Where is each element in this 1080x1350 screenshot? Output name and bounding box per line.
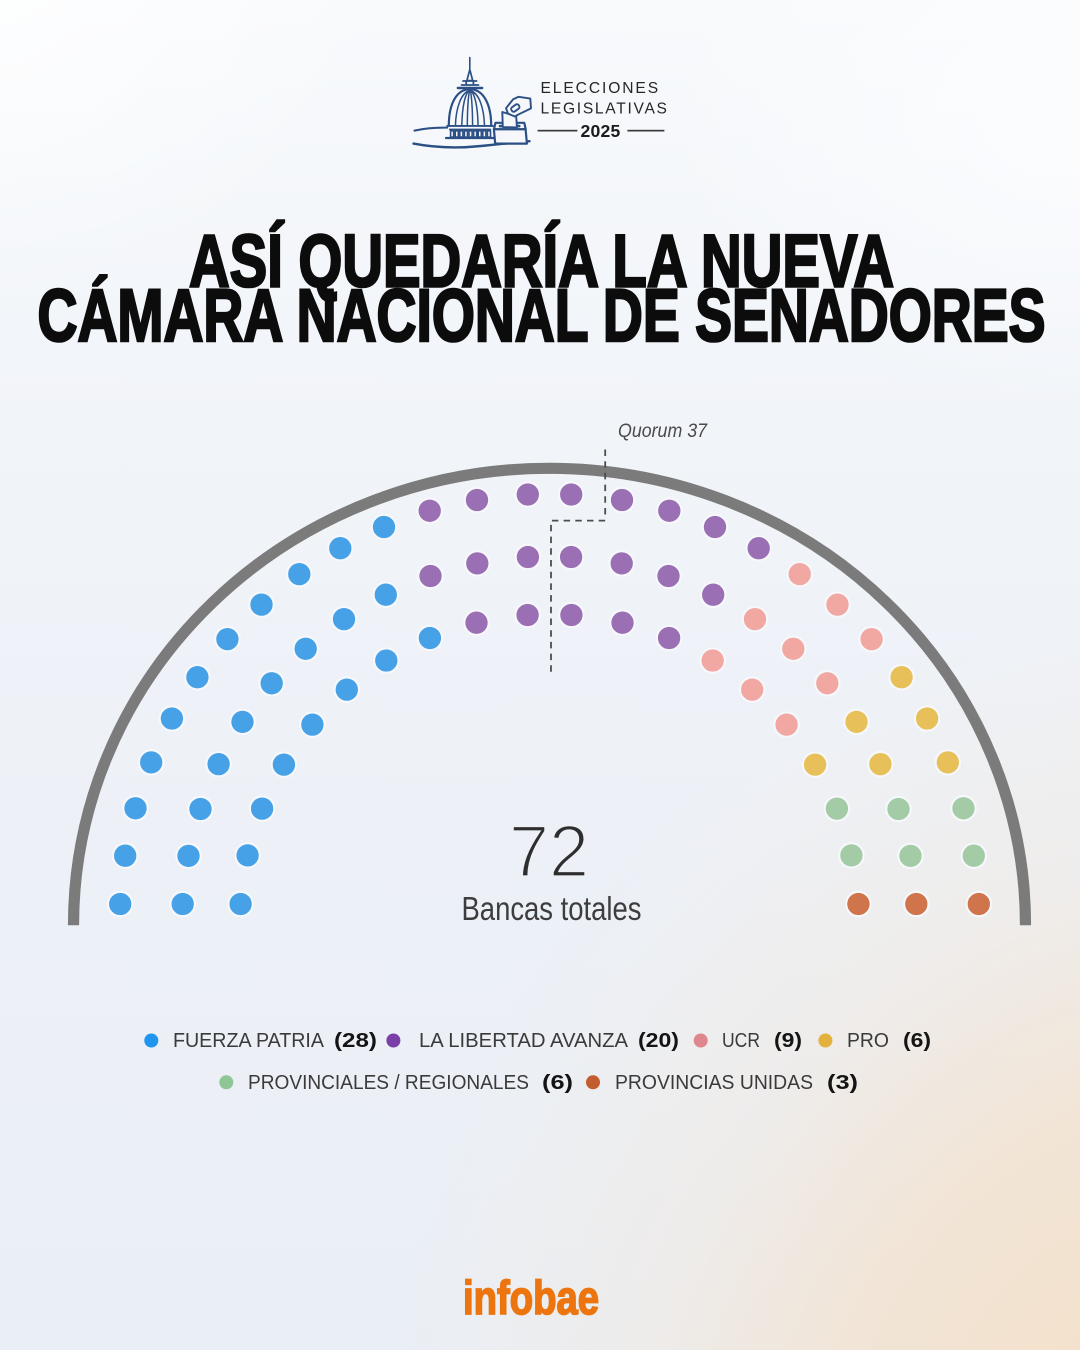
svg-text:(9): (9) [774,1030,802,1052]
svg-text:UCR: UCR [722,1030,760,1052]
svg-text:ASÍ QUEDARÍA LA NUEVA: ASÍ QUEDARÍA LA NUEVA [189,220,894,303]
svg-text:(28): (28) [334,1030,377,1052]
svg-text:Quorum 37: Quorum 37 [618,420,708,442]
svg-text:(3): (3) [827,1072,858,1094]
svg-text:FUERZA PATRIA: FUERZA PATRIA [173,1030,325,1052]
svg-text:(20): (20) [638,1030,679,1052]
svg-text:PROVINCIALES / REGIONALES: PROVINCIALES / REGIONALES [248,1072,529,1094]
svg-text:LEGISLATIVAS: LEGISLATIVAS [541,101,669,118]
svg-text:LA LIBERTAD AVANZA: LA LIBERTAD AVANZA [419,1030,629,1052]
svg-text:PRO: PRO [847,1030,889,1052]
svg-text:PROVINCIAS UNIDAS: PROVINCIAS UNIDAS [615,1072,813,1094]
svg-text:(6): (6) [542,1072,573,1094]
svg-text:CÁMARA NACIONAL DE SENADORES: CÁMARA NACIONAL DE SENADORES [38,274,1046,357]
svg-text:infobae: infobae [463,1271,599,1324]
svg-text:2025: 2025 [581,121,621,141]
svg-text:ELECCIONES: ELECCIONES [541,80,661,97]
svg-text:72: 72 [509,812,589,893]
svg-text:(6): (6) [903,1030,931,1052]
svg-text:Bancas totales: Bancas totales [462,891,642,928]
